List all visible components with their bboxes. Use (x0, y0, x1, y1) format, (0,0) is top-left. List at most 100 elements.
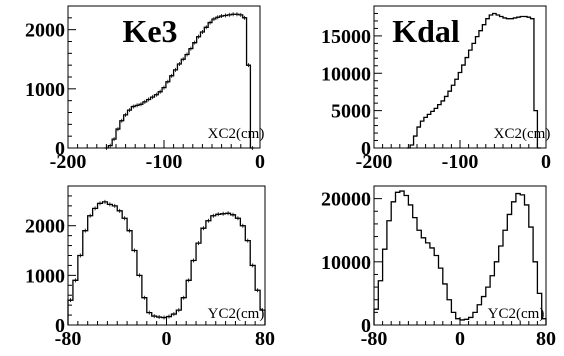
data-point-marker (200, 30, 205, 35)
x-tick-label: -80 (361, 328, 388, 350)
data-point-marker (162, 315, 167, 320)
data-point-marker (208, 20, 213, 25)
data-point-marker (221, 211, 226, 216)
data-point-marker (166, 314, 171, 319)
data-point-marker (196, 34, 201, 39)
data-point-marker (112, 203, 117, 208)
x-tick-label: -100 (442, 151, 479, 173)
data-point-marker (181, 57, 186, 62)
data-point-marker (142, 99, 147, 104)
data-point-marker (102, 199, 107, 204)
x-tick-label: 0 (455, 328, 465, 350)
data-point-marker (132, 248, 137, 253)
data-point-marker (246, 63, 251, 68)
data-point-marker (215, 15, 220, 20)
x-tick-label: 0 (541, 151, 551, 173)
data-point-marker (112, 137, 117, 142)
data-point-marker (152, 314, 157, 319)
data-point-marker (223, 13, 228, 18)
data-point-marker (206, 218, 211, 223)
panel-top-left: -200 -100 0 0 1000 2000 Ke3 XC2(cm) (25, 5, 265, 173)
data-point-marker (138, 102, 143, 107)
data-point-marker (117, 208, 122, 213)
histogram-series (406, 12, 541, 149)
data-point-marker (146, 97, 151, 102)
data-point-marker (250, 263, 255, 268)
data-point-marker (107, 202, 112, 207)
data-point-marker (176, 308, 181, 313)
data-point-marker (122, 216, 127, 221)
data-point-marker (242, 15, 247, 20)
y-tick-label: 0 (55, 138, 65, 160)
data-point-marker (115, 127, 120, 132)
data-point-marker (181, 295, 186, 300)
data-point-marker (234, 12, 239, 17)
data-point-marker (88, 213, 93, 218)
data-point-marker (119, 118, 124, 123)
data-point-marker (240, 223, 245, 228)
data-point-marker (78, 253, 83, 258)
y-tick-label: 1000 (25, 79, 65, 101)
y-tick-label: 2000 (25, 20, 65, 42)
data-point-marker (158, 89, 163, 94)
y-tick-label: 5000 (331, 101, 371, 123)
data-point-marker (147, 310, 152, 315)
data-point-marker (177, 61, 182, 66)
data-point-marker (211, 17, 216, 22)
histogram-series (373, 190, 547, 325)
data-point-marker (192, 40, 197, 45)
data-point-marker (171, 312, 176, 317)
data-point-marker (68, 298, 73, 303)
panel-title: Kdal (392, 13, 460, 49)
data-point-marker (255, 288, 260, 293)
x-tick-label: -200 (50, 151, 87, 173)
data-point-marker (142, 295, 147, 300)
y-tick-label: 0 (55, 315, 65, 337)
x-tick-label: 80 (536, 328, 556, 350)
y-tick-label: 10000 (321, 63, 371, 85)
data-point-marker (98, 201, 103, 206)
data-point-marker (216, 212, 221, 217)
panel-title: Ke3 (122, 13, 177, 49)
y-tick-label: 1000 (25, 265, 65, 287)
data-point-marker (93, 206, 98, 211)
data-point-marker (191, 258, 196, 263)
x-axis-label: XC2(cm) (208, 126, 265, 142)
data-point-marker (226, 211, 231, 216)
data-point-marker (154, 92, 159, 97)
data-point-marker (196, 241, 201, 246)
data-point-marker (219, 14, 224, 19)
data-point-marker (135, 103, 140, 108)
data-point-marker (238, 12, 243, 17)
x-axis-label: YC2(cm) (488, 306, 545, 322)
data-point-marker (169, 73, 174, 78)
data-point-marker (123, 112, 128, 117)
data-point-marker (235, 216, 240, 221)
x-tick-label: 0 (255, 151, 265, 173)
data-point-marker (162, 85, 166, 90)
x-tick-label: -80 (55, 328, 82, 350)
data-point-marker (73, 278, 78, 283)
data-point-marker (245, 238, 250, 243)
panel-top-right: -200 -100 0 0 5000 10000 15000 Kdal XC2(cm) (321, 5, 551, 173)
data-point-marker (157, 315, 162, 320)
y-tick-label: 2000 (25, 216, 65, 238)
data-point-marker (165, 79, 170, 84)
data-point-marker (127, 228, 132, 233)
data-point-marker (173, 67, 178, 72)
x-tick-label: -200 (356, 151, 393, 173)
data-point-marker (204, 25, 209, 30)
y-tick-label: 0 (361, 138, 371, 160)
data-point-marker (188, 46, 193, 51)
data-point-marker (83, 228, 88, 233)
x-tick-label: 80 (255, 328, 275, 350)
x-tick-label: 0 (162, 328, 172, 350)
data-point-marker (127, 108, 132, 113)
y-tick-label: 15000 (321, 26, 371, 48)
data-point-marker (201, 226, 206, 231)
data-point-marker (227, 12, 232, 17)
y-tick-label: 20000 (321, 189, 371, 211)
